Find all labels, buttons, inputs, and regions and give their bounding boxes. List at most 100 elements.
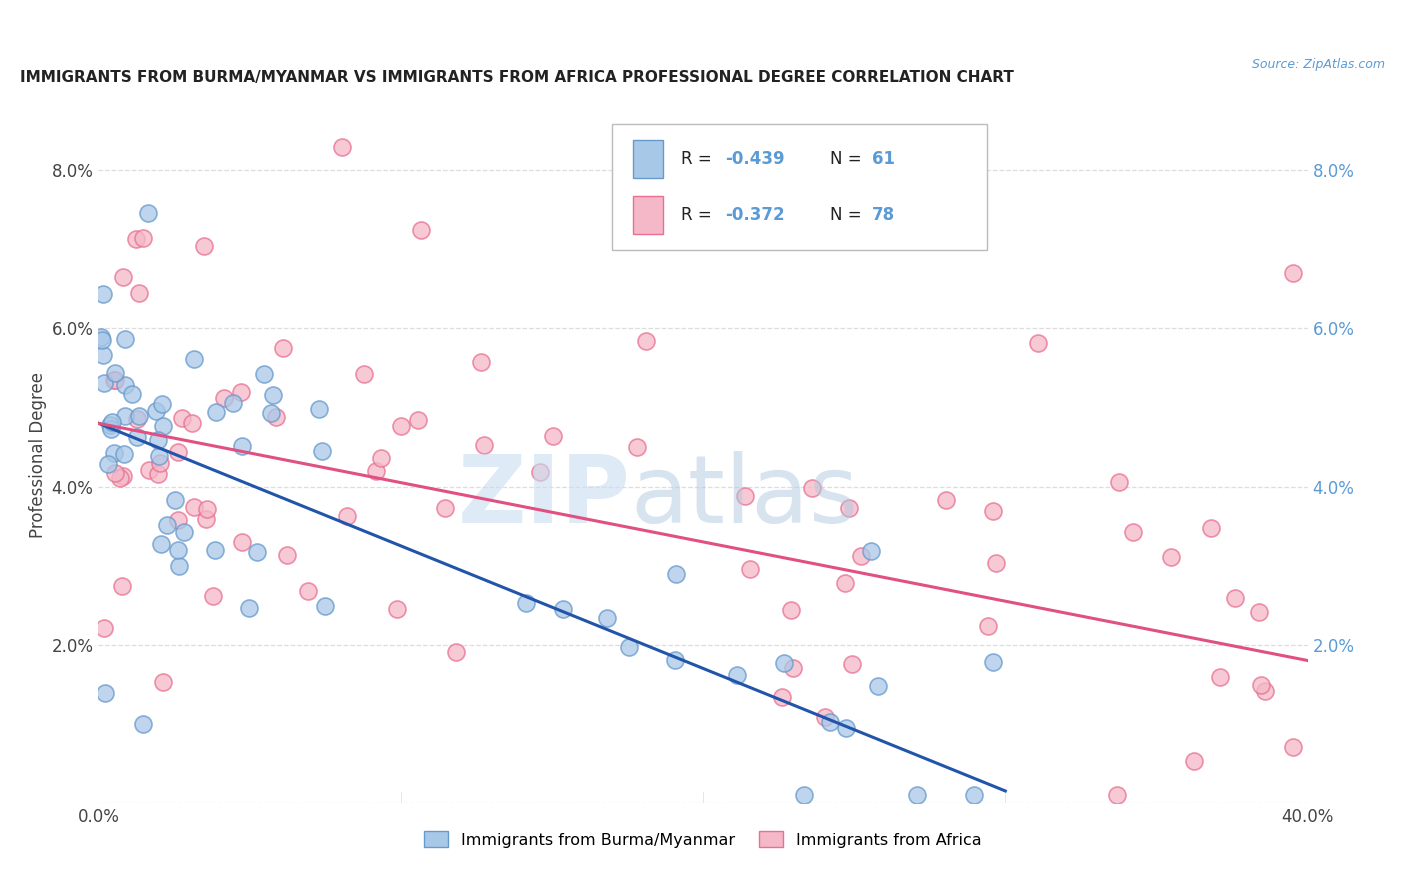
Point: [260, 406, 283, 420]
Point: [1182, 754, 1205, 768]
Point: [770, 690, 793, 704]
Point: [152, 674, 174, 689]
Point: [100, 415, 122, 429]
Point: [231, 534, 253, 549]
Point: [963, 788, 986, 802]
Point: [841, 657, 863, 671]
Text: -0.372: -0.372: [724, 206, 785, 224]
Point: [104, 373, 127, 387]
Point: [110, 471, 132, 485]
Point: [849, 549, 872, 564]
Point: [166, 513, 188, 527]
Point: [128, 285, 150, 300]
Point: [146, 434, 169, 448]
Point: [981, 655, 1004, 669]
Point: [793, 788, 815, 802]
Point: [231, 439, 253, 453]
Point: [391, 419, 413, 434]
Point: [205, 405, 228, 419]
Point: [93, 621, 115, 635]
Point: [114, 378, 136, 392]
Point: [408, 413, 430, 427]
Point: [94, 686, 117, 700]
Point: [121, 387, 143, 401]
Point: [127, 411, 149, 425]
Point: [311, 443, 333, 458]
Point: [1209, 670, 1232, 684]
Point: [665, 567, 688, 582]
Point: [905, 788, 928, 802]
Point: [202, 590, 225, 604]
Text: Source: ZipAtlas.com: Source: ZipAtlas.com: [1251, 58, 1385, 71]
Point: [152, 419, 174, 434]
Point: [138, 206, 160, 220]
Point: [148, 449, 170, 463]
Point: [103, 373, 125, 387]
Point: [834, 575, 856, 590]
Point: [740, 561, 762, 575]
Point: [1247, 605, 1270, 619]
Point: [146, 467, 169, 481]
Point: [385, 602, 408, 616]
Text: ZIP: ZIP: [457, 450, 630, 542]
Point: [409, 223, 432, 237]
Point: [170, 411, 193, 425]
Point: [1122, 524, 1144, 539]
Point: [183, 352, 205, 367]
Point: [370, 451, 392, 466]
Point: [114, 409, 136, 424]
Text: N =: N =: [830, 206, 868, 224]
Point: [229, 385, 252, 400]
Point: [90, 330, 112, 344]
Point: [297, 583, 319, 598]
Point: [262, 388, 284, 402]
Point: [111, 469, 134, 483]
Point: [541, 429, 564, 443]
Point: [214, 391, 236, 405]
Point: [801, 481, 824, 495]
Point: [838, 501, 860, 516]
Point: [204, 542, 226, 557]
Point: [1199, 521, 1222, 535]
Point: [238, 600, 260, 615]
Point: [1282, 739, 1305, 754]
Point: [664, 652, 686, 666]
Point: [470, 355, 492, 369]
Point: [1253, 684, 1275, 698]
Point: [444, 645, 467, 659]
Point: [1108, 475, 1130, 489]
Point: [773, 657, 796, 671]
FancyBboxPatch shape: [613, 124, 987, 250]
Point: [725, 667, 748, 681]
Point: [1282, 267, 1305, 281]
Point: [103, 445, 125, 459]
Text: N =: N =: [830, 150, 868, 169]
Point: [112, 447, 135, 461]
Text: R =: R =: [682, 150, 717, 169]
Point: [1223, 591, 1246, 606]
Point: [935, 493, 957, 508]
Point: [91, 348, 114, 362]
Point: [183, 500, 205, 515]
Point: [636, 334, 658, 348]
Point: [981, 504, 1004, 518]
Point: [91, 334, 114, 348]
Point: [1160, 550, 1182, 565]
Text: 78: 78: [872, 206, 896, 224]
Point: [1250, 678, 1272, 692]
Point: [150, 397, 173, 411]
Point: [195, 502, 218, 516]
Point: [314, 599, 336, 613]
Point: [125, 232, 148, 246]
Point: [814, 710, 837, 724]
Text: R =: R =: [682, 206, 717, 224]
Point: [253, 368, 276, 382]
Point: [111, 579, 134, 593]
Point: [125, 430, 148, 444]
Point: [866, 679, 889, 693]
Point: [984, 556, 1007, 570]
Point: [114, 333, 136, 347]
Text: atlas: atlas: [630, 450, 859, 542]
Point: [977, 619, 1000, 633]
Point: [1026, 336, 1049, 351]
